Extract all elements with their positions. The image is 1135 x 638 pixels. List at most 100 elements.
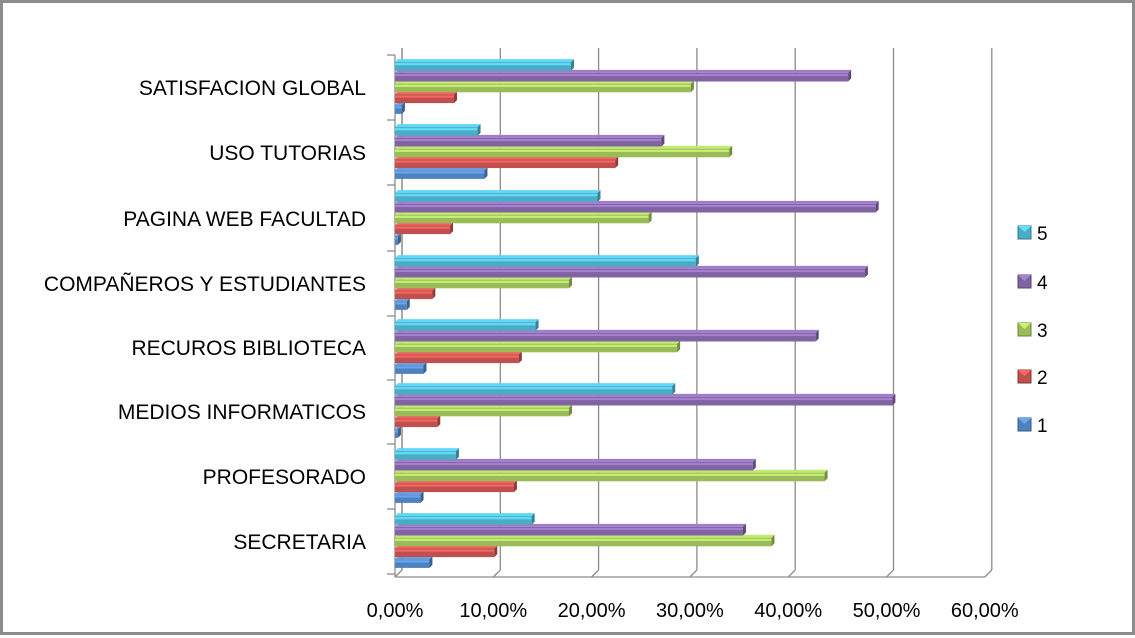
bar-front [395,494,421,503]
bar-front [395,483,514,493]
bar [395,469,828,482]
legend-item: 3 [1017,321,1048,342]
x-tick-label: 50,00% [853,600,921,622]
bar-front [395,429,398,438]
category-label: MEDIOS INFORMATICOS [118,401,366,424]
x-tick-label: 60,00% [951,600,1019,622]
legend-label: 5 [1037,224,1048,245]
bar-highlight [395,63,571,66]
bar-front [395,225,451,235]
category-labels: SECRETARIA PROFESORADO MEDIOS INFORMATICOS… [44,77,366,554]
bar [395,329,819,342]
x-tick-label: 30,00% [656,600,724,622]
bar-end [423,362,427,374]
bar-front [395,386,673,395]
bar-end [771,534,775,547]
bar [395,59,574,71]
bar-end [695,255,699,267]
bar [395,545,498,558]
bar-end [429,556,433,568]
gridline-floor [689,569,698,578]
bar-front [395,461,753,471]
bar-front [395,301,407,310]
bar-end [729,145,733,158]
gridline-floor [787,569,796,578]
x-tick-label: 10,00% [459,600,527,622]
bar-end [742,523,746,536]
bar-top [395,448,459,452]
bar [395,426,401,438]
bar-highlight [395,495,421,498]
bar [395,404,572,417]
bar-front [395,418,438,428]
bar [395,383,676,395]
bar-front [395,94,454,104]
bar-end [672,383,676,395]
category-label: SATISFACION GLOBAL [139,77,366,100]
bar-front [395,516,532,525]
legend-swatch-shade [1018,226,1031,232]
category-label: PROFESORADO [203,466,366,489]
bar-highlight [395,355,519,358]
bar-highlight [395,84,691,87]
bar [395,276,572,289]
bar-end [494,545,498,558]
bar-end [848,69,852,82]
bar [395,513,535,525]
legend-swatch-shade [1018,275,1031,281]
bar-highlight [395,73,849,77]
bar-highlight [395,194,598,197]
bar [395,190,601,202]
legend-item: 2 [1017,368,1048,389]
bar [395,200,879,213]
bar-highlight [395,430,398,433]
bar-front [395,148,730,158]
bar-end [406,298,410,310]
bar-highlight [395,128,478,131]
bar-highlight [395,408,569,411]
bar-highlight [395,333,816,337]
legend-swatch-shade [1018,323,1031,329]
legend: 5 4 3 2 1 [1017,224,1048,437]
bar-end [397,426,401,438]
bar-front [395,537,772,547]
bar-front [395,127,478,136]
bar-highlight [395,269,865,273]
bar-end [420,491,424,503]
bar-end [892,393,896,406]
bar-end [401,102,405,114]
category-label: RECUROS BIBLIOTECA [131,337,366,360]
bars [395,59,896,568]
bar-highlight [395,560,430,563]
category-label: COMPAÑEROS Y ESTUDIANTES [44,272,366,296]
bar-highlight [395,517,532,520]
bar [395,523,746,536]
bar [395,211,652,224]
legend-item: 5 [1017,224,1048,245]
bar-end [570,59,574,71]
bar [395,491,424,503]
gridline-floor [984,569,993,578]
bar-highlight [395,344,678,347]
bar-highlight [395,538,772,541]
bar-highlight [395,484,514,487]
bar-highlight [395,397,893,401]
bar [395,351,522,364]
bar-front [395,279,569,289]
bar-highlight [395,226,451,229]
bar-highlight [395,366,424,369]
bar-front [395,105,402,114]
bar [395,287,436,300]
bar-front [395,559,430,568]
bar [395,556,433,568]
bar-end [597,190,601,202]
bar-end [455,448,459,460]
bar-end [453,91,457,104]
category-label: PAGINA WEB FACULTAD [123,208,366,231]
x-tick-label: 20,00% [558,600,626,622]
x-tick-labels: 0,00% 10,00% 20,00% 30,00% 40,00% 50,00% 60,00… [367,600,1019,622]
bar-end [752,458,756,471]
bar-end [661,134,665,147]
bar-highlight [395,95,454,98]
